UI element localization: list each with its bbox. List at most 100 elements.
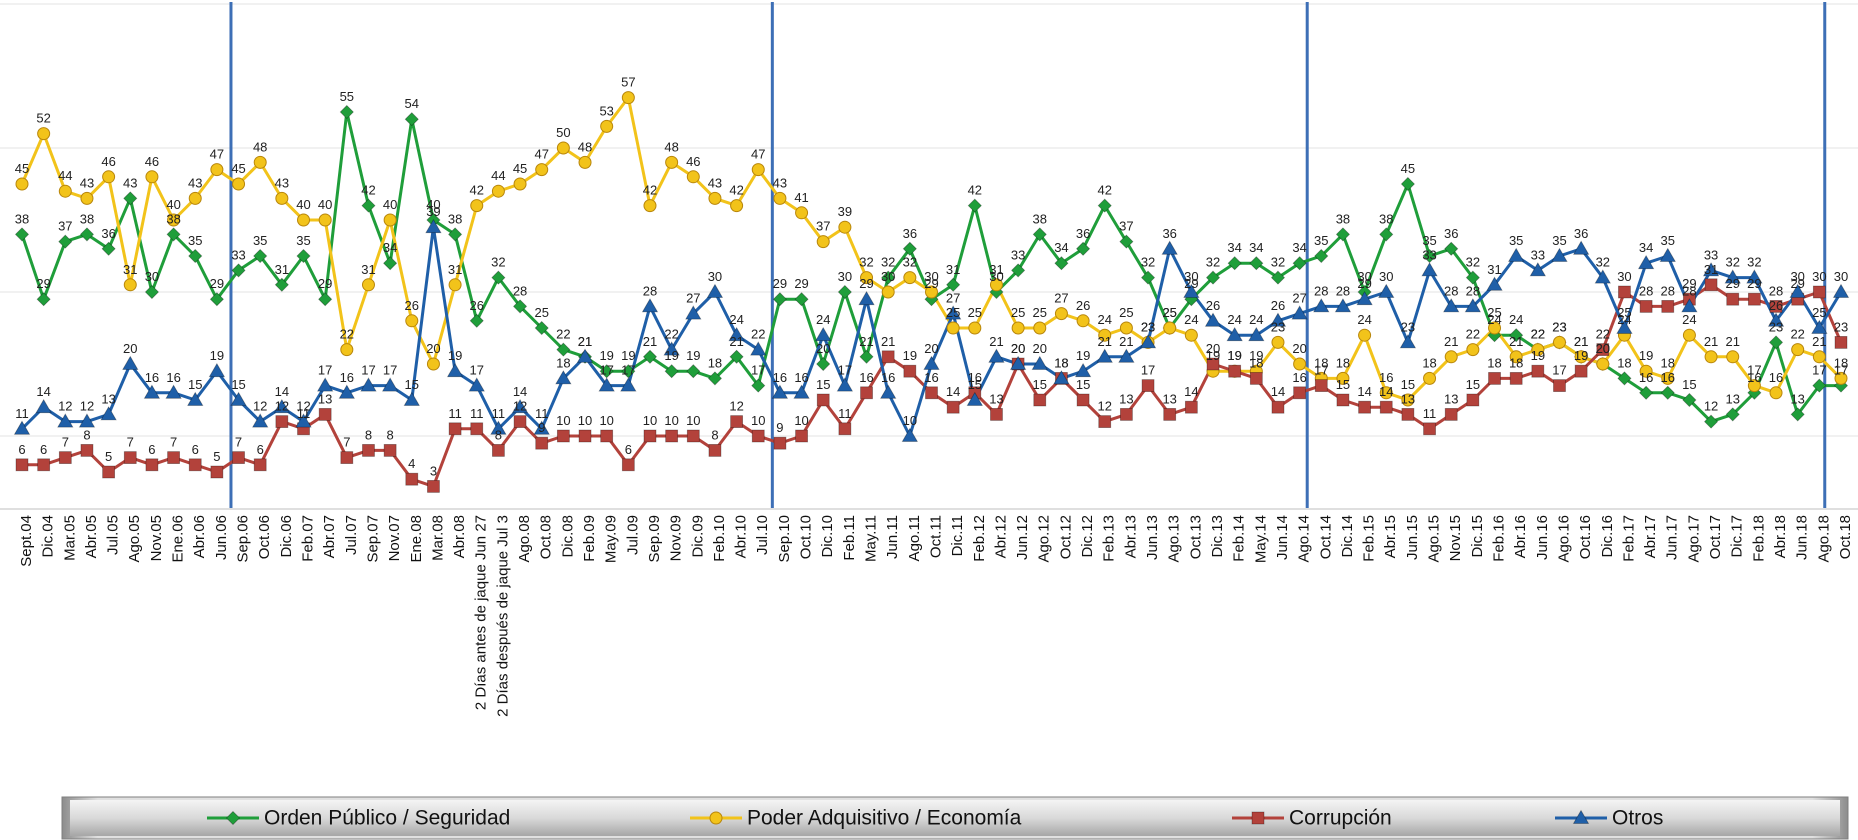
value-label: 11 — [492, 406, 506, 421]
point — [578, 155, 592, 169]
value-label: 20 — [123, 341, 137, 356]
point — [1249, 371, 1263, 385]
value-label: 22 — [1531, 327, 1545, 342]
x-tick-label: Dic.10 — [819, 515, 836, 558]
point — [903, 364, 917, 378]
value-label: 43 — [188, 175, 202, 190]
x-tick-label: Feb.12 — [971, 515, 988, 562]
point — [100, 406, 117, 421]
value-label: 12 — [58, 399, 72, 414]
x-tick-label: Dic.04 — [40, 515, 57, 558]
point — [1227, 256, 1242, 271]
value-label: 21 — [1704, 334, 1718, 349]
value-label: 17 — [383, 363, 397, 378]
x-tick-label: Jul.10 — [754, 515, 771, 555]
point — [1488, 321, 1502, 335]
value-label: 14 — [36, 384, 50, 399]
point — [1791, 343, 1805, 357]
value-label: 25 — [968, 305, 982, 320]
point — [36, 292, 51, 307]
point — [102, 465, 116, 479]
point — [1552, 335, 1566, 349]
value-label: 42 — [470, 183, 484, 198]
point — [881, 285, 895, 299]
value-label: 48 — [253, 139, 267, 154]
value-label: 23 — [1552, 319, 1566, 334]
value-label: 36 — [903, 226, 917, 241]
point — [1747, 379, 1761, 393]
value-label: 11 — [1423, 406, 1437, 421]
point — [253, 248, 268, 264]
point — [944, 305, 962, 320]
point — [1594, 269, 1611, 284]
point — [231, 263, 246, 278]
value-label: 13 — [1119, 391, 1133, 406]
point — [1011, 321, 1025, 335]
value-label: 25 — [534, 305, 548, 320]
value-label: 37 — [816, 219, 830, 234]
point — [1596, 343, 1610, 357]
value-label: 16 — [1769, 370, 1783, 385]
point — [925, 285, 938, 299]
point — [1596, 357, 1610, 371]
value-label: 36 — [1162, 226, 1176, 241]
point — [167, 451, 180, 465]
value-label: 17 — [838, 363, 852, 378]
point — [860, 386, 873, 400]
point — [598, 377, 615, 392]
value-label: 19 — [903, 348, 917, 363]
value-label: 34 — [1249, 240, 1263, 255]
x-tick-label: Ene.08 — [408, 515, 425, 563]
point — [403, 391, 420, 406]
point — [446, 362, 464, 378]
value-label: 18 — [1314, 355, 1328, 370]
point — [1486, 276, 1503, 291]
x-tick-label: May.11 — [863, 515, 880, 562]
value-label: 10 — [578, 413, 592, 428]
value-label: 18 — [1054, 355, 1068, 370]
x-tick-label: Abr.05 — [83, 515, 100, 558]
value-label: 24 — [1357, 312, 1371, 327]
point — [275, 415, 289, 429]
point — [665, 429, 679, 443]
value-label: 6 — [192, 442, 199, 457]
value-label: 20 — [1206, 341, 1220, 356]
value-label: 30 — [924, 269, 938, 284]
point — [1076, 241, 1091, 256]
point — [838, 220, 852, 234]
point — [145, 170, 159, 184]
value-label: 17 — [621, 363, 635, 378]
point — [620, 377, 637, 392]
point — [1270, 270, 1286, 285]
value-label: 15 — [1076, 377, 1090, 392]
value-label: 34 — [383, 240, 397, 255]
point — [1488, 371, 1501, 385]
value-label: 22 — [1531, 327, 1545, 342]
value-label: 50 — [556, 125, 570, 140]
x-tick-label: Ago.18 — [1815, 515, 1832, 563]
value-label: 12 — [253, 399, 267, 414]
value-label: 25 — [1162, 305, 1176, 320]
x-tick-label: Abr.13 — [1122, 515, 1139, 558]
value-label: 15 — [1336, 377, 1350, 392]
point — [1551, 247, 1568, 262]
x-tick-label: Abr.08 — [451, 515, 468, 558]
value-label: 19 — [599, 348, 613, 363]
point — [1248, 326, 1265, 342]
point — [730, 415, 744, 429]
point — [1704, 414, 1719, 429]
x-tick-label: Jul.07 — [343, 515, 360, 555]
point — [707, 371, 723, 386]
x-tick-label: Ago.05 — [126, 515, 143, 563]
value-label: 36 — [101, 226, 115, 241]
point — [1618, 285, 1631, 299]
value-label: 13 — [1444, 391, 1458, 406]
point — [273, 398, 291, 414]
value-label: 18 — [1336, 355, 1350, 370]
series-line — [22, 283, 1843, 488]
value-label: 14 — [946, 384, 960, 399]
x-tick-label: Jun.06 — [213, 515, 230, 560]
point — [361, 278, 375, 292]
point — [837, 284, 852, 300]
